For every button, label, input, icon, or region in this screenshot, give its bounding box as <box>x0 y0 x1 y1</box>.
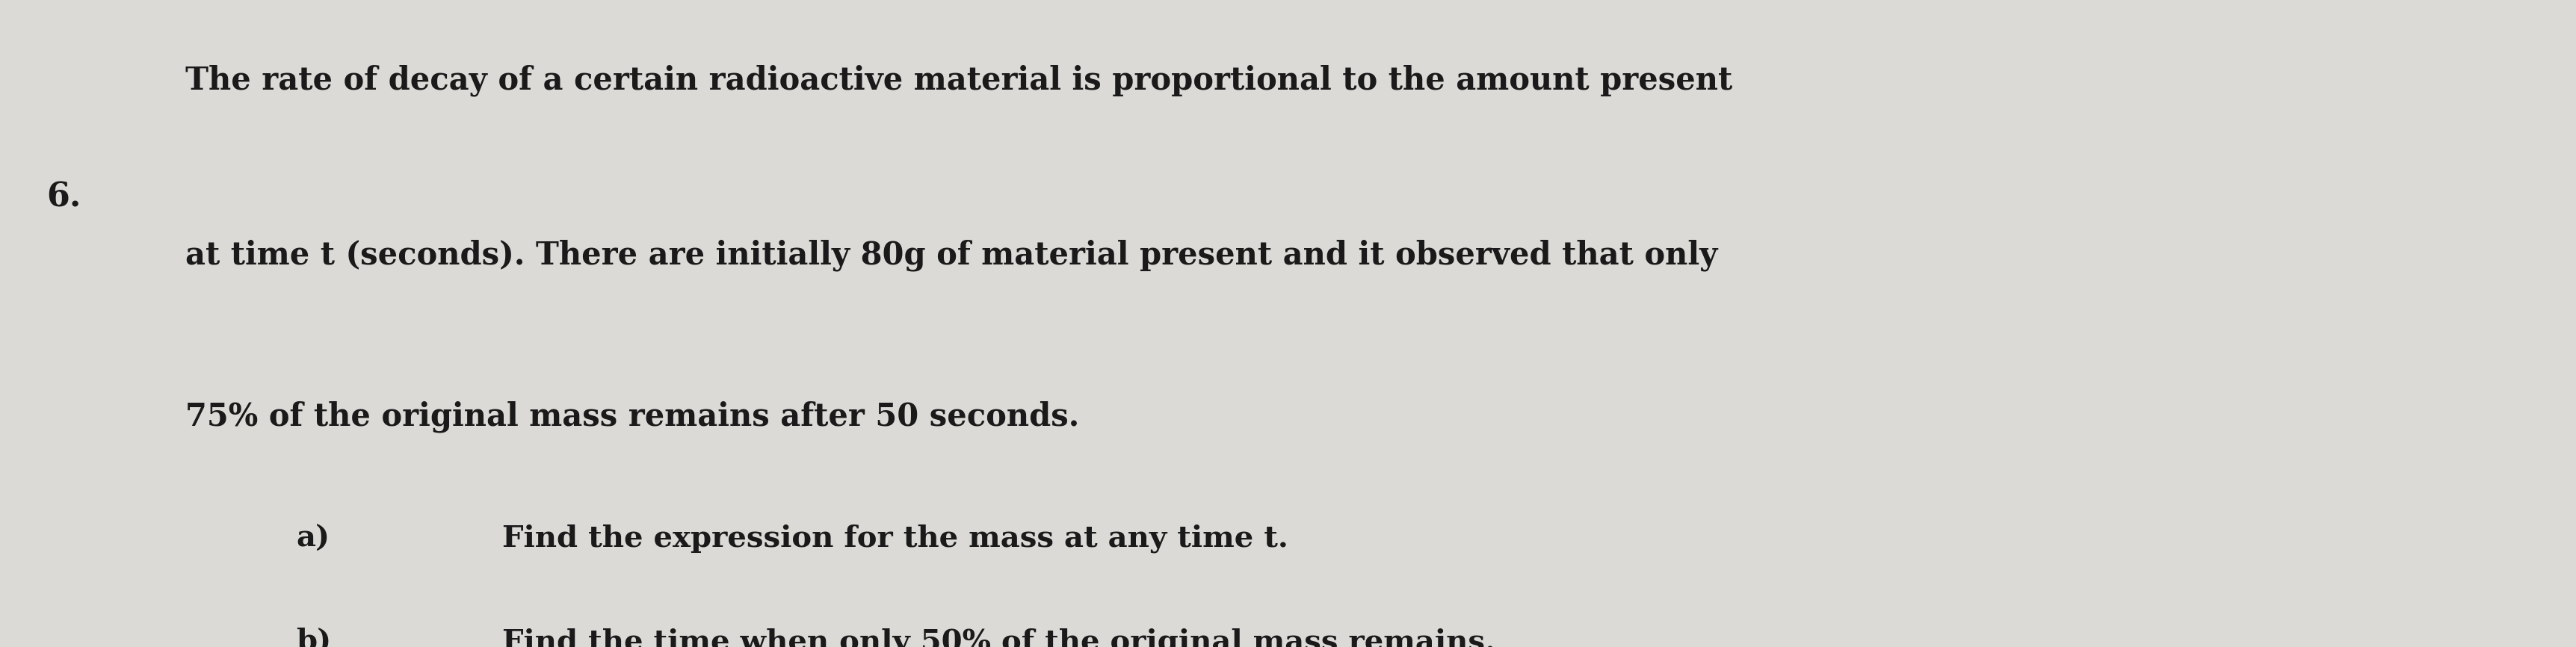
Text: Find the expression for the mass at any time t.: Find the expression for the mass at any … <box>502 524 1288 553</box>
Text: b): b) <box>296 628 332 647</box>
Text: 75% of the original mass remains after 50 seconds.: 75% of the original mass remains after 5… <box>185 401 1079 433</box>
Text: a): a) <box>296 524 330 553</box>
Text: 6.: 6. <box>46 181 80 214</box>
Text: Find the time when only 50% of the original mass remains.: Find the time when only 50% of the origi… <box>502 628 1494 647</box>
Text: at time t (seconds). There are initially 80g of material present and it observed: at time t (seconds). There are initially… <box>185 239 1718 271</box>
Text: The rate of decay of a certain radioactive material is proportional to the amoun: The rate of decay of a certain radioacti… <box>185 65 1731 96</box>
